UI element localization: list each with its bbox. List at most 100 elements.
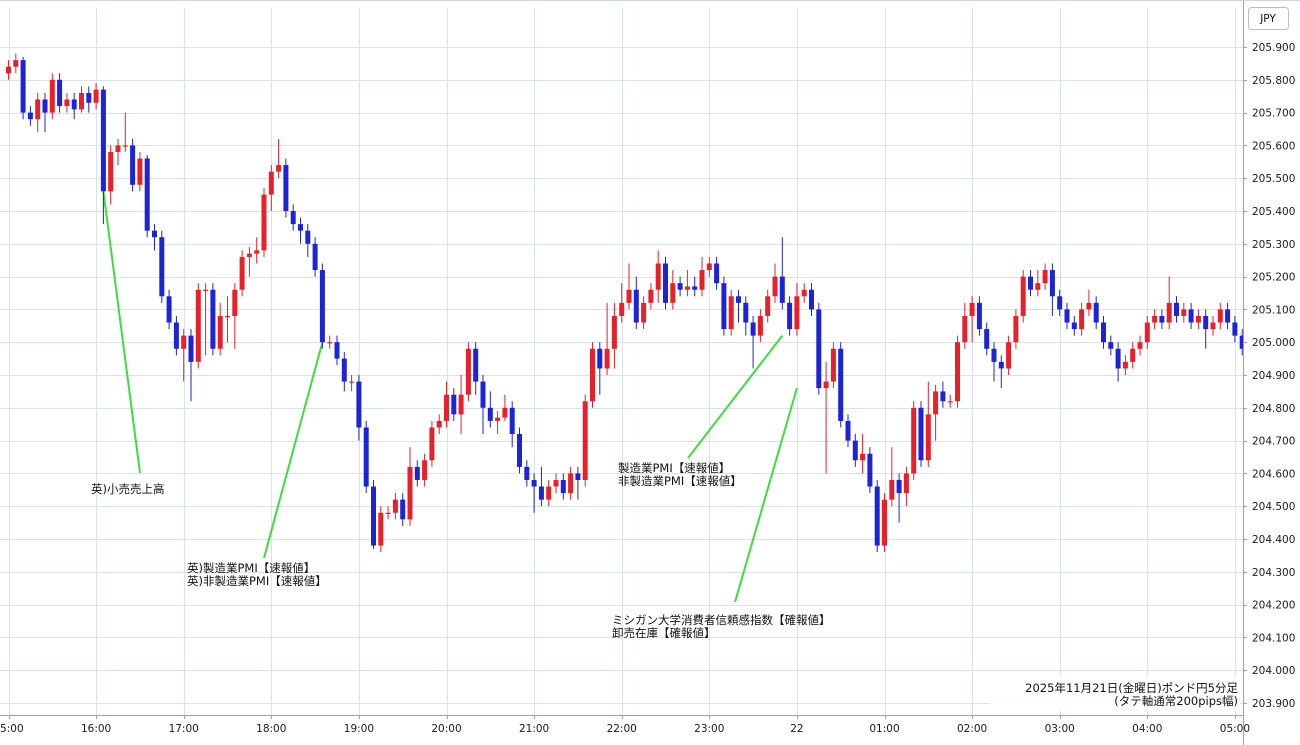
- y-tick-label: 205.400: [1252, 206, 1295, 218]
- candle-body: [261, 194, 267, 251]
- candle-up: [1195, 309, 1201, 330]
- candle-down: [1174, 296, 1179, 323]
- candle-down: [1028, 270, 1033, 297]
- y-tick-label: 204.600: [1252, 468, 1295, 480]
- candle-up: [794, 283, 800, 336]
- candle-body: [626, 289, 632, 303]
- candle-body: [1195, 315, 1201, 323]
- candle-body: [64, 99, 70, 107]
- candle-down: [312, 237, 318, 277]
- candle-body: [772, 276, 778, 297]
- candle-down: [838, 342, 844, 428]
- candle-body: [560, 479, 566, 494]
- candle-body: [663, 263, 668, 303]
- grid: [0, 8, 1243, 715]
- candle-body: [1225, 309, 1231, 323]
- time-scale-bg: [0, 715, 1300, 745]
- candle-body: [268, 171, 274, 195]
- candle-body: [874, 486, 880, 546]
- candle-body: [137, 158, 143, 185]
- candle-body: [918, 407, 924, 461]
- candle-up: [1166, 276, 1172, 330]
- candle-body: [1042, 270, 1048, 284]
- candle-down: [714, 256, 720, 290]
- y-tick-label: 205.300: [1252, 239, 1295, 251]
- candle-body: [487, 407, 493, 421]
- candle-body: [100, 89, 106, 192]
- candle-up: [239, 250, 245, 297]
- candle-body: [889, 479, 895, 500]
- candle-up: [706, 256, 712, 277]
- candle-body: [568, 473, 574, 494]
- candle-up: [670, 270, 676, 310]
- candle-body: [903, 473, 909, 494]
- candle-down: [663, 256, 668, 310]
- candle-body: [517, 434, 522, 467]
- candle-body: [670, 283, 676, 303]
- candle-body: [619, 302, 625, 316]
- candle-up: [79, 86, 84, 113]
- candle-body: [305, 230, 311, 244]
- x-tick-label: 15:00: [0, 723, 24, 735]
- candle-body: [276, 165, 282, 172]
- candle-up: [1181, 302, 1187, 323]
- candle-down: [991, 342, 997, 382]
- x-tick-label: 01:00: [869, 723, 899, 735]
- candle-body: [1144, 322, 1150, 343]
- candle-up: [553, 473, 559, 494]
- annotation-label: 英)非製造業PMI【速報値】: [187, 574, 327, 588]
- caption-bg: [990, 677, 1240, 711]
- candle-up: [1086, 289, 1092, 316]
- candle-body: [553, 479, 559, 487]
- candle-down: [71, 92, 77, 120]
- candle-up: [1144, 315, 1150, 349]
- candle-down: [1108, 335, 1114, 356]
- candle-down: [677, 276, 683, 297]
- candle-body: [991, 348, 997, 362]
- candle-body: [1064, 309, 1070, 323]
- candle-body: [371, 486, 376, 546]
- candle-up: [276, 138, 282, 179]
- candle-body: [378, 512, 384, 546]
- candle-down: [1232, 315, 1238, 343]
- candle-up: [728, 289, 734, 336]
- price-scale-bg: [1243, 0, 1300, 745]
- candle-down: [845, 414, 851, 448]
- candle-body: [1101, 322, 1106, 343]
- candle-down: [998, 355, 1004, 389]
- annotation-leader-lines: [102, 191, 798, 603]
- candle-up: [181, 329, 187, 382]
- candle-body: [108, 151, 114, 192]
- candle-up: [962, 302, 968, 349]
- candle-body: [728, 296, 734, 330]
- candle-body: [641, 302, 647, 323]
- candle-body: [1239, 335, 1245, 349]
- candles: [6, 53, 1274, 553]
- candle-body: [692, 286, 698, 290]
- candle-body: [604, 348, 610, 369]
- candle-body: [458, 394, 464, 415]
- candle-up: [261, 188, 267, 257]
- candle-body: [290, 211, 296, 225]
- candle-down: [283, 158, 289, 218]
- x-tick-label: 23:00: [694, 723, 724, 735]
- price-axis[interactable]: 205.900 205.800 205.700 205.600 205.500 205.4…: [1243, 42, 1295, 710]
- candle-body: [816, 309, 822, 389]
- candle-body: [465, 348, 471, 395]
- candle-down: [692, 276, 698, 297]
- candle-up: [1217, 302, 1223, 330]
- currency-badge[interactable]: JPY: [1248, 7, 1289, 30]
- y-tick-label: 204.700: [1252, 436, 1295, 448]
- candle-body: [882, 499, 887, 546]
- candle-down: [721, 276, 727, 336]
- candle-body: [947, 401, 953, 403]
- candle-up: [889, 447, 895, 507]
- candle-down: [473, 342, 479, 395]
- y-tick-label: 204.000: [1252, 665, 1295, 677]
- time-axis[interactable]: 15:00 16:00 17:00 18:00 19:00 20:00 21:00 22:00…: [0, 715, 1250, 735]
- candle-up: [648, 283, 654, 310]
- candle-body: [312, 243, 318, 271]
- candle-body: [1028, 276, 1033, 290]
- x-tick-label: 04:00: [1132, 723, 1162, 735]
